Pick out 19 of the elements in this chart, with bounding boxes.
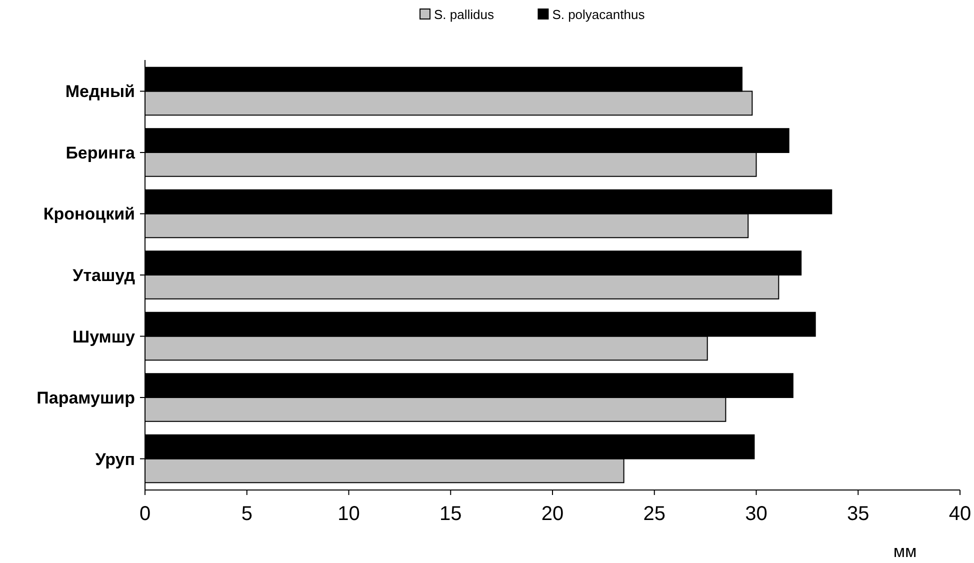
y-tick-label: Беринга [66, 143, 136, 162]
x-tick-label: 20 [541, 503, 564, 525]
x-tick-label: 0 [139, 503, 151, 525]
y-tick-label: Парамушир [36, 388, 135, 408]
y-tick-label: Медный [65, 82, 135, 102]
legend-label: S. pallidus [434, 7, 494, 22]
legend-label: S. polyacanthus [552, 7, 646, 22]
y-tick-label: Уташуд [72, 266, 136, 285]
y-tick-label: Шумшу [72, 327, 136, 346]
x-tick-label: 25 [643, 503, 666, 525]
x-tick-label: 40 [948, 503, 972, 525]
x-axis-title: мм [893, 542, 917, 561]
x-tick-label: 10 [338, 503, 360, 525]
x-tick-label: 15 [440, 503, 462, 525]
y-tick-label: Кроноцкий [43, 204, 135, 224]
x-tick-label: 35 [847, 503, 870, 525]
x-tick-label: 5 [241, 503, 252, 525]
y-tick-label: Уруп [95, 450, 135, 469]
x-tick-label: 30 [745, 503, 768, 525]
